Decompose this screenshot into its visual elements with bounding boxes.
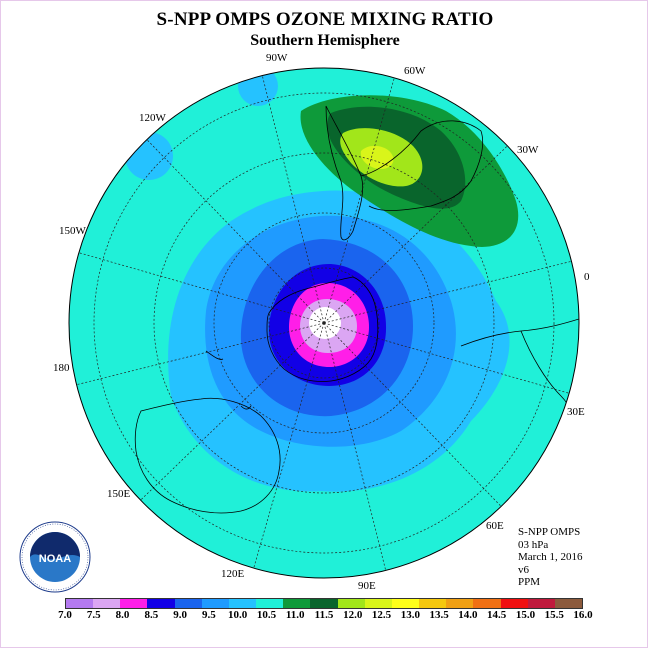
colorbar-segment <box>446 599 474 608</box>
colorbar-tick-label: 7.0 <box>58 609 72 621</box>
colorbar-segment <box>147 599 175 608</box>
logo-text-ring <box>21 523 89 591</box>
contour-outer-patch-east <box>527 472 555 500</box>
meridian-line <box>323 145 508 324</box>
colorbar-segment <box>554 599 582 608</box>
meridian-line <box>323 322 387 571</box>
noaa-logo: NOAA <box>19 521 91 593</box>
longitude-labels: 90W 60W 30W 0 30E 60E 90E 120E 150E 180 … <box>53 52 590 592</box>
colorbar-tick-label: 16.0 <box>573 609 593 621</box>
meridian-line <box>323 77 395 324</box>
info-version: v6 <box>518 563 529 576</box>
colorbar-segment <box>364 599 392 608</box>
island-outlines <box>205 350 252 410</box>
lon-label-0: 0 <box>584 271 590 283</box>
colorbar-segment <box>228 599 257 608</box>
colorbar-tick-label: 14.5 <box>487 609 507 621</box>
colorbar-segment <box>93 599 121 608</box>
colorbar-segment <box>283 599 311 608</box>
contour-yellow-green <box>360 145 394 169</box>
colorbar-segment <box>66 599 94 608</box>
colorbar-tick-label: 11.5 <box>314 609 334 621</box>
lon-label-150e: 150E <box>107 488 131 500</box>
info-product: S-NPP OMPS <box>518 526 581 538</box>
colorbar-segment <box>337 599 365 608</box>
map-boundary <box>68 67 580 579</box>
map-title: S-NPP OMPS OZONE MIXING RATIO <box>156 9 494 30</box>
latitude-circle-inner <box>268 267 380 379</box>
lon-label-60w: 60W <box>404 65 426 77</box>
lon-label-60e: 60E <box>486 520 504 532</box>
info-block: S-NPP OMPS 03 hPa March 1, 2016 v6 PPM <box>518 526 582 589</box>
latitude-circle-edge <box>93 92 555 554</box>
lon-label-90e: 90E <box>358 580 376 592</box>
colorbar-tick-label: 10.0 <box>228 609 248 621</box>
meridian-lines <box>76 75 572 571</box>
colorbar-tick-label: 11.0 <box>285 609 305 621</box>
colorbar-tick-label: 9.5 <box>202 609 216 621</box>
lon-label-30w: 30W <box>517 144 539 156</box>
graticule <box>76 75 572 571</box>
colorbar-tick-label: 10.5 <box>256 609 277 621</box>
meridian-line <box>323 322 570 394</box>
map-disk <box>69 68 579 578</box>
colorbar-segment <box>473 599 501 608</box>
australia-coast <box>134 397 281 514</box>
logo-bird-shape <box>30 532 80 560</box>
colorbar-tick-label: 12.5 <box>371 609 392 621</box>
lon-label-30e: 30E <box>567 406 585 418</box>
lon-label-150w: 150W <box>59 225 87 237</box>
latitude-circle-mid <box>213 212 435 434</box>
colorbar-tick-label: 8.5 <box>144 609 159 621</box>
map-subtitle: Southern Hemisphere <box>250 32 400 49</box>
colorbar-segment <box>174 599 202 608</box>
colorbar-tick-label: 13.5 <box>429 609 449 621</box>
info-date: March 1, 2016 <box>518 551 583 563</box>
meridian-line <box>261 75 325 324</box>
colorbar-tick-label: 15.5 <box>544 609 564 621</box>
colorbar-segment <box>310 599 338 608</box>
colorbar-segment <box>201 599 229 608</box>
lon-label-120e: 120E <box>221 568 245 580</box>
lon-label-90w: 90W <box>266 52 288 64</box>
colorbar-tick-label: 12.0 <box>343 609 363 621</box>
colorbar-tick-label: 8.0 <box>115 609 130 621</box>
lon-label-180: 180 <box>53 362 70 374</box>
colorbar-tick-label: 15.0 <box>515 609 536 621</box>
south-america-coast <box>325 105 484 241</box>
colorbar-segment <box>391 599 420 608</box>
contour-outer-patch-north <box>238 68 278 106</box>
meridian-line <box>253 322 325 569</box>
colorbar <box>65 598 583 609</box>
colorbar-segment <box>527 599 555 608</box>
latitude-circle-outer <box>153 152 495 494</box>
colorbar-segment <box>256 599 284 608</box>
info-units: PPM <box>518 576 541 588</box>
meridian-line <box>76 322 325 386</box>
colorbar-segment <box>419 599 447 608</box>
colorbar-segment <box>500 599 528 608</box>
antarctica-coast <box>266 276 379 382</box>
meridian-line <box>323 260 572 324</box>
colorbar-segment <box>120 599 148 608</box>
meridian-line <box>146 139 325 324</box>
lon-label-120w: 120W <box>139 112 167 124</box>
info-level: 03 hPa <box>518 538 549 551</box>
colorbar-tick-label: 7.5 <box>86 609 101 621</box>
meridian-line <box>323 322 502 507</box>
colorbar-tick-label: 9.0 <box>173 609 187 621</box>
meridian-line <box>78 252 325 324</box>
logo-text: NOAA <box>39 553 71 565</box>
colorbar-tick-label: 13.0 <box>400 609 420 621</box>
meridian-line <box>140 322 325 501</box>
colorbar-tick-label: 14.0 <box>458 609 478 621</box>
colorbar-labels: 7.0 7.5 8.0 8.5 9.0 9.5 10.0 10.5 11.0 11.5 12.0 12… <box>58 609 593 623</box>
